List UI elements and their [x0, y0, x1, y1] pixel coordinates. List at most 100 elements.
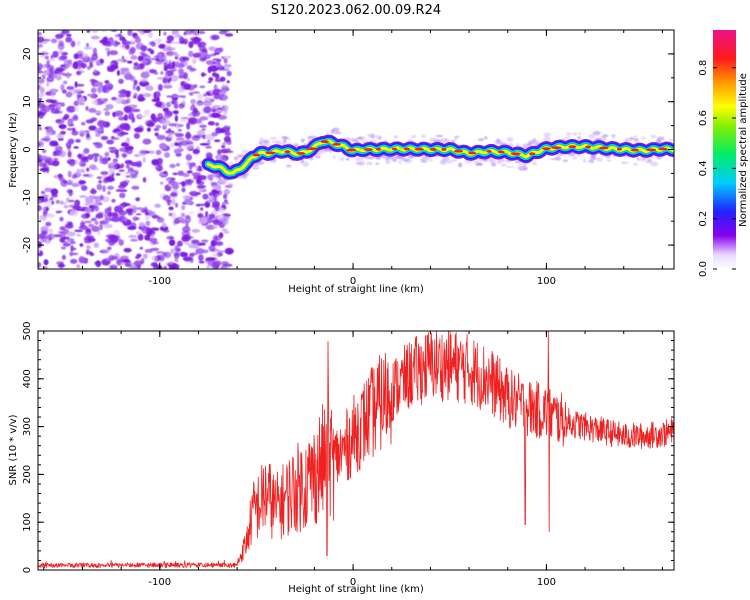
- noise-blob: [169, 132, 179, 135]
- ridge-halo: [355, 161, 362, 164]
- noise-blob: [168, 206, 174, 211]
- noise-blob: [147, 211, 156, 215]
- spectrogram-ylabel: Frequency (Hz): [8, 112, 19, 188]
- noise-blob: [182, 182, 186, 187]
- noise-blob: [91, 54, 99, 61]
- ridge-halo: [578, 132, 582, 135]
- noise-blob: [211, 204, 220, 209]
- noise-blob: [67, 119, 73, 126]
- noise-blob: [108, 66, 115, 73]
- noise-blob: [146, 127, 151, 132]
- noise-blob: [114, 110, 124, 117]
- ridge-halo: [478, 138, 484, 142]
- noise-blob: [84, 207, 94, 213]
- noise-blob: [38, 97, 42, 102]
- noise-blob: [123, 247, 132, 253]
- noise-blob: [81, 121, 86, 126]
- noise-blob: [80, 62, 87, 69]
- noise-blob: [142, 138, 152, 145]
- ridge-halo: [216, 177, 223, 180]
- noise-blob: [140, 45, 148, 52]
- noise-blob: [172, 172, 179, 176]
- noise-blob: [169, 265, 176, 269]
- noise-blob: [212, 58, 221, 61]
- noise-blob: [49, 197, 54, 201]
- y-tick-label: 0: [22, 567, 33, 573]
- ridge-halo: [237, 154, 242, 159]
- ridge-halo: [434, 139, 441, 142]
- ridge-halo: [360, 136, 366, 141]
- ridge-halo: [241, 149, 250, 153]
- noise-blob: [51, 193, 58, 198]
- noise-blob: [88, 125, 97, 131]
- noise-blob: [102, 196, 110, 203]
- noise-blob: [127, 225, 137, 230]
- noise-blob: [200, 207, 204, 211]
- ridge-halo: [227, 183, 234, 187]
- noise-blob: [45, 221, 52, 227]
- noise-blob: [78, 102, 85, 106]
- noise-blob: [115, 97, 124, 104]
- noise-blob: [94, 81, 103, 87]
- noise-blob: [196, 242, 206, 246]
- noise-blob: [157, 77, 164, 80]
- ridge-halo: [493, 141, 499, 144]
- noise-blob: [80, 185, 88, 191]
- noise-blob: [52, 151, 57, 157]
- noise-blob: [56, 102, 62, 105]
- noise-blob: [124, 159, 133, 165]
- noise-blob: [40, 138, 50, 141]
- noise-blob: [60, 246, 67, 250]
- noise-blob: [92, 47, 97, 55]
- noise-blob: [132, 83, 136, 91]
- noise-blob: [203, 106, 212, 114]
- noise-blob: [48, 104, 55, 110]
- noise-blob: [130, 238, 139, 242]
- ridge-halo: [398, 160, 402, 164]
- ridge-halo: [445, 160, 453, 164]
- noise-blob: [192, 91, 200, 94]
- noise-blob: [181, 100, 186, 106]
- noise-blob: [96, 183, 103, 191]
- noise-blob: [199, 124, 207, 128]
- noise-blob: [93, 69, 98, 74]
- noise-blob: [66, 33, 72, 37]
- ridge-halo: [385, 156, 389, 161]
- noise-blob: [66, 105, 76, 113]
- ridge-peak: [252, 153, 261, 157]
- ridge-halo: [240, 153, 245, 158]
- noise-blob: [119, 189, 128, 193]
- noise-blob: [197, 165, 202, 172]
- noise-blob: [207, 139, 211, 147]
- noise-blob: [57, 50, 64, 54]
- spectrogram-marks: [38, 30, 674, 269]
- noise-blob: [101, 157, 109, 165]
- noise-blob: [51, 159, 60, 167]
- noise-blob: [155, 149, 162, 156]
- noise-blob: [181, 187, 186, 193]
- noise-blob: [87, 66, 91, 70]
- ridge-halo: [550, 158, 558, 161]
- noise-blob: [121, 69, 125, 75]
- ridge-halo: [590, 159, 594, 164]
- noise-blob: [111, 216, 121, 223]
- noise-blob: [115, 152, 120, 159]
- noise-blob: [86, 201, 93, 205]
- noise-blob: [64, 223, 74, 229]
- ridge-halo: [506, 166, 514, 169]
- noise-blob: [184, 179, 192, 184]
- noise-blob: [96, 59, 101, 66]
- ridge-peak: [646, 148, 657, 152]
- ridge-peak: [346, 148, 357, 152]
- noise-blob: [217, 109, 223, 113]
- noise-blob: [100, 171, 109, 176]
- noise-blob: [154, 91, 161, 98]
- ridge-peak: [306, 147, 318, 151]
- noise-blob: [169, 236, 174, 240]
- ridge-halo: [421, 134, 426, 139]
- noise-blob: [79, 195, 87, 198]
- ridge-halo: [375, 135, 382, 140]
- noise-blob: [223, 135, 231, 143]
- noise-blob: [70, 258, 78, 264]
